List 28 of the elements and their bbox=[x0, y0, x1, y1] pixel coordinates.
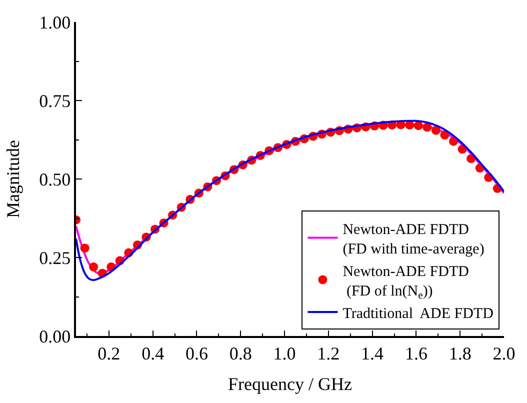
point bbox=[466, 154, 476, 164]
point bbox=[80, 244, 90, 253]
y-tick-label: 0.00 bbox=[39, 326, 71, 346]
legend-label: Newton-ADE FDTD (FD with time-average) bbox=[342, 222, 484, 258]
y-tick-label: 0.25 bbox=[39, 248, 71, 268]
x-tick-label: 2.0 bbox=[492, 343, 516, 364]
x-tick-label: 1.6 bbox=[404, 343, 428, 364]
y-tick-label: 0.75 bbox=[39, 90, 71, 111]
point bbox=[431, 126, 440, 135]
x-tick-label: 1.0 bbox=[273, 343, 296, 364]
x-tick-label: 0.2 bbox=[98, 343, 120, 364]
point bbox=[89, 262, 98, 272]
legend-label: Newton-ADE FDTD (FD of ln(N$_{e}$)) bbox=[342, 264, 470, 302]
y-axis-title: Magnitude bbox=[2, 140, 23, 218]
x-axis-title: Frequency / GHz bbox=[228, 374, 352, 394]
point bbox=[440, 130, 450, 140]
x-tick-label: 1.8 bbox=[448, 343, 472, 364]
y-tick-label: 1.00 bbox=[39, 12, 71, 32]
legend-label: Tradtitional ADE FDTD bbox=[342, 306, 494, 322]
point bbox=[414, 121, 423, 130]
y-tick-label: 0.50 bbox=[39, 169, 71, 190]
x-tick-label: 0.8 bbox=[229, 343, 252, 364]
point bbox=[422, 122, 432, 132]
x-tick-label: 1.4 bbox=[361, 343, 384, 364]
x-tick-label: 0.6 bbox=[185, 343, 208, 364]
point bbox=[449, 136, 458, 146]
x-tick-label: 1.2 bbox=[317, 343, 340, 364]
x-tick-label: 0.4 bbox=[142, 343, 164, 364]
